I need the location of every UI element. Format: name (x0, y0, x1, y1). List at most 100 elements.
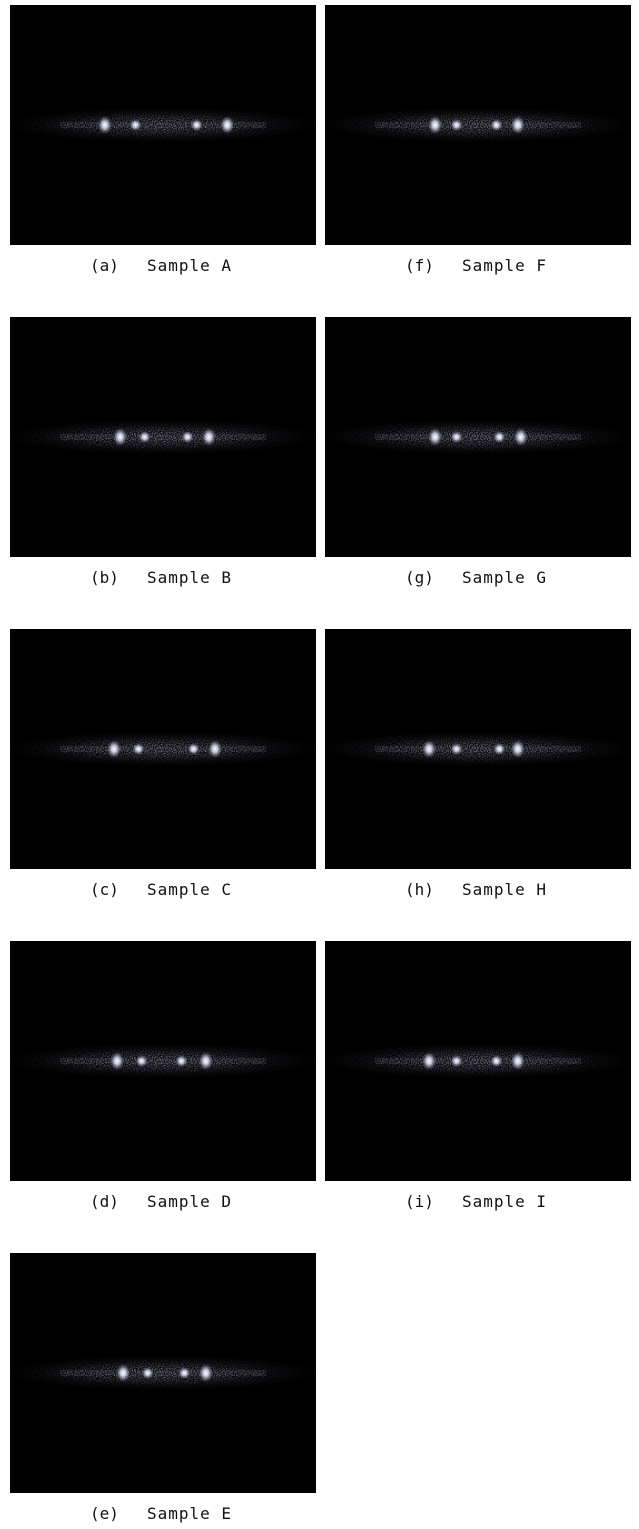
streak (375, 122, 581, 128)
speckle-band (10, 731, 316, 767)
panel: (h) Sample H (325, 629, 631, 899)
speckle-band (10, 1355, 316, 1391)
panel: (d) Sample D (10, 941, 316, 1211)
caption: (d) Sample D (10, 1192, 316, 1216)
bright-spot (175, 1055, 188, 1067)
panel: (g) Sample G (325, 317, 631, 587)
caption: (a) Sample A (10, 256, 316, 280)
bright-spot (510, 740, 525, 758)
bright-spot (135, 1055, 148, 1067)
panel-caption: Sample E (147, 1504, 233, 1523)
panel-caption: Sample C (147, 880, 233, 899)
bright-spot (510, 116, 525, 134)
bright-spot (450, 743, 463, 755)
speckle-image (325, 629, 631, 869)
bright-spot (220, 116, 235, 134)
panel: (f) Sample F (325, 5, 631, 275)
bright-spot (490, 1055, 503, 1067)
panel-label: (a) (90, 256, 119, 275)
speckle-image (10, 1253, 316, 1493)
speckle-band (325, 1043, 631, 1079)
bright-spot (428, 428, 443, 446)
bright-spot (450, 119, 463, 131)
bright-spot (513, 428, 528, 446)
panel-label: (g) (405, 568, 434, 587)
panel: (i) Sample I (325, 941, 631, 1211)
panel: (b) Sample B (10, 317, 316, 587)
bright-spot (510, 1052, 525, 1070)
bright-spot (493, 743, 506, 755)
bright-spot (97, 116, 112, 134)
streak (60, 1370, 266, 1376)
panel-caption: Sample F (462, 256, 548, 275)
bright-spot (450, 431, 463, 443)
caption: (h) Sample H (325, 880, 631, 904)
streak (375, 1058, 581, 1064)
bright-spot (141, 1367, 154, 1379)
streak (60, 1058, 266, 1064)
speckle-image (10, 941, 316, 1181)
bright-spot (181, 431, 194, 443)
bright-spot (201, 428, 216, 446)
caption: (e) Sample E (10, 1504, 316, 1528)
panel-caption: Sample H (462, 880, 548, 899)
speckle-image (10, 629, 316, 869)
bright-spot (493, 431, 506, 443)
panel: (c) Sample C (10, 629, 316, 899)
bright-spot (107, 740, 122, 758)
bright-spot (178, 1367, 191, 1379)
speckle-image (325, 317, 631, 557)
bright-spot (138, 431, 151, 443)
speckle-band (325, 419, 631, 455)
bright-spot (422, 1052, 437, 1070)
speckle-image (10, 317, 316, 557)
streak (375, 434, 581, 440)
bright-spot (422, 740, 437, 758)
panel-label: (b) (90, 568, 119, 587)
panel-caption: Sample B (147, 568, 233, 587)
bright-spot (116, 1364, 131, 1382)
panel: (e) Sample E (10, 1253, 316, 1523)
bright-spot (190, 119, 203, 131)
panel-label: (e) (90, 1504, 119, 1523)
streak (60, 122, 266, 128)
streak (375, 746, 581, 752)
bright-spot (428, 116, 443, 134)
panel-label: (i) (405, 1192, 434, 1211)
streak (60, 434, 266, 440)
caption: (g) Sample G (325, 568, 631, 592)
bright-spot (208, 740, 223, 758)
bright-spot (187, 743, 200, 755)
bright-spot (490, 119, 503, 131)
panel-label: (f) (405, 256, 434, 275)
caption: (b) Sample B (10, 568, 316, 592)
speckle-band (10, 419, 316, 455)
panel-caption: Sample A (147, 256, 233, 275)
speckle-image (325, 941, 631, 1181)
bright-spot (450, 1055, 463, 1067)
panel-label: (d) (90, 1192, 119, 1211)
speckle-band (325, 107, 631, 143)
caption: (f) Sample F (325, 256, 631, 280)
panel: (a) Sample A (10, 5, 316, 275)
panel-caption: Sample G (462, 568, 548, 587)
panel-label: (h) (405, 880, 434, 899)
speckle-image (10, 5, 316, 245)
speckle-band (10, 107, 316, 143)
bright-spot (198, 1364, 213, 1382)
speckle-band (325, 731, 631, 767)
streak (60, 746, 266, 752)
panel-caption: Sample D (147, 1192, 233, 1211)
caption: (i) Sample I (325, 1192, 631, 1216)
panel-caption: Sample I (462, 1192, 548, 1211)
bright-spot (129, 119, 142, 131)
speckle-image (325, 5, 631, 245)
bright-spot (110, 1052, 125, 1070)
panel-label: (c) (90, 880, 119, 899)
caption: (c) Sample C (10, 880, 316, 904)
bright-spot (113, 428, 128, 446)
speckle-band (10, 1043, 316, 1079)
bright-spot (198, 1052, 213, 1070)
bright-spot (132, 743, 145, 755)
